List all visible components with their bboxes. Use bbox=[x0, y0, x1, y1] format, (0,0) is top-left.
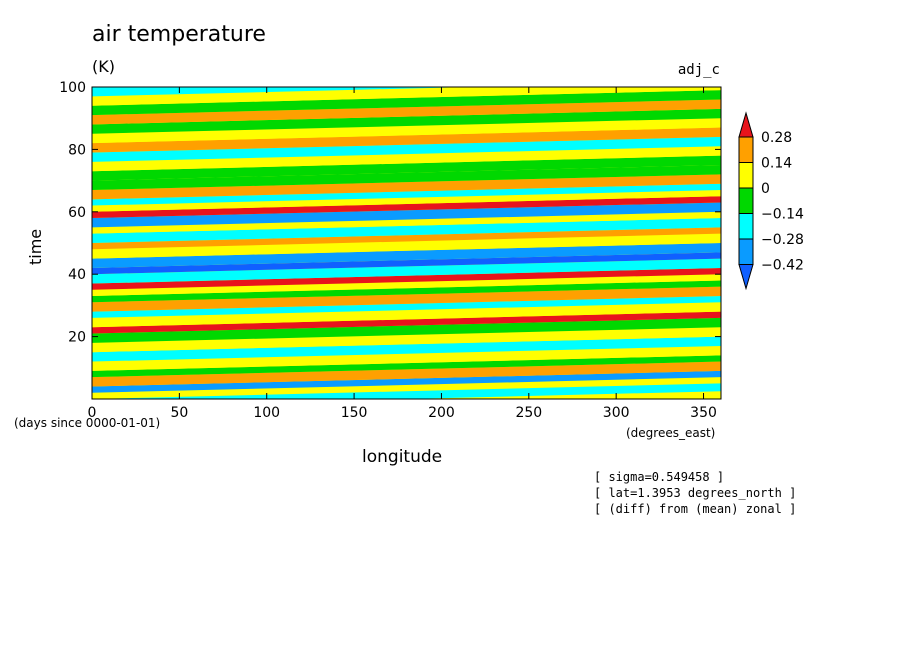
heatmap-band bbox=[92, 174, 721, 200]
plot-frame bbox=[91, 86, 722, 400]
note-diff: [ (diff) from (mean) zonal ] bbox=[594, 502, 797, 516]
heatmap-band bbox=[92, 311, 721, 334]
colorbar-swatch bbox=[738, 187, 754, 214]
heatmap-band bbox=[92, 108, 721, 134]
heatmap-band bbox=[92, 280, 721, 303]
heatmap-band bbox=[92, 327, 721, 353]
note-lat: [ lat=1.3953 degrees_north ] bbox=[594, 486, 797, 500]
heatmap-band bbox=[92, 202, 721, 228]
y-tick-label: 80 bbox=[68, 142, 86, 158]
heatmap-band bbox=[92, 189, 721, 212]
heatmap-band bbox=[92, 252, 721, 275]
heatmap-band bbox=[92, 383, 721, 399]
x-tick-label: 300 bbox=[603, 405, 630, 421]
heatmap-band bbox=[92, 87, 470, 97]
heatmap-band bbox=[92, 196, 721, 219]
heatmap-band bbox=[92, 243, 721, 268]
heatmap-band bbox=[92, 370, 721, 393]
colorbar-label: 0.28 bbox=[761, 130, 792, 146]
heatmap-band bbox=[92, 296, 721, 318]
colorbar-label: −0.14 bbox=[761, 207, 804, 223]
heatmap-band bbox=[92, 336, 721, 362]
heatmap-band bbox=[92, 355, 721, 378]
x-tick-label: 350 bbox=[690, 405, 717, 421]
chart-units: (K) bbox=[92, 57, 115, 76]
y-axis-units: (days since 0000-01-01) bbox=[14, 416, 161, 430]
x-axis-label: longitude bbox=[362, 447, 443, 467]
y-tick-label: 60 bbox=[68, 205, 86, 221]
x-tick-label: 150 bbox=[341, 405, 368, 421]
heatmap-band bbox=[92, 267, 721, 290]
heatmap-bands bbox=[92, 62, 721, 399]
heatmap-band bbox=[92, 317, 721, 343]
colorbar-label: 0.14 bbox=[761, 156, 792, 172]
y-tick-label: 100 bbox=[59, 80, 86, 96]
x-tick-label: 100 bbox=[253, 405, 280, 421]
colorbar-swatch bbox=[738, 136, 754, 163]
colorbar-swatch bbox=[738, 238, 754, 265]
heatmap-band bbox=[92, 87, 721, 106]
heatmap-band bbox=[92, 165, 721, 190]
colorbar-max-arrow bbox=[738, 111, 754, 138]
heatmap-band bbox=[92, 90, 721, 116]
heatmap-band bbox=[92, 127, 721, 153]
colorbar-label: 0 bbox=[761, 181, 770, 197]
heatmap-band bbox=[92, 218, 721, 243]
x-axis-units: (degrees_east) bbox=[626, 426, 716, 440]
heatmap-band bbox=[92, 286, 721, 312]
colorbar: 0.28 0.14 0 −0.14 −0.28 −0.42 bbox=[738, 111, 804, 291]
x-tick-label: 250 bbox=[515, 405, 542, 421]
axes: 0 50 100 150 200 250 300 350 20 40 60 80 100 bbox=[59, 80, 721, 421]
heatmap-band bbox=[92, 345, 721, 371]
colorbar-swatch bbox=[738, 213, 754, 240]
x-tick-label: 50 bbox=[170, 405, 188, 421]
heatmap-band bbox=[92, 155, 721, 181]
x-tick-label: 200 bbox=[428, 405, 455, 421]
heatmap-band bbox=[92, 233, 721, 259]
heatmap-band bbox=[92, 302, 721, 328]
heatmap-band bbox=[92, 136, 721, 162]
y-tick-label: 20 bbox=[68, 330, 86, 346]
heatmap-band bbox=[92, 258, 721, 284]
y-tick-label: 40 bbox=[68, 267, 86, 283]
colorbar-label: −0.42 bbox=[761, 258, 804, 274]
heatmap-band bbox=[92, 274, 721, 297]
heatmap-band bbox=[92, 99, 721, 125]
heatmap-band bbox=[92, 211, 721, 234]
heatmap-band bbox=[92, 62, 721, 87]
heatmap-band bbox=[92, 227, 721, 250]
chart-title: air temperature bbox=[92, 22, 266, 47]
heatmap-band bbox=[92, 118, 721, 144]
run-label: adj_c bbox=[677, 62, 720, 78]
colorbar-swatch bbox=[738, 162, 754, 189]
colorbar-min-arrow bbox=[738, 264, 754, 291]
note-sigma: [ sigma=0.549458 ] bbox=[594, 470, 725, 484]
heatmap-band bbox=[92, 183, 721, 206]
heatmap-band bbox=[92, 361, 721, 387]
heatmap-band bbox=[92, 146, 721, 172]
colorbar-label: −0.28 bbox=[761, 232, 804, 248]
heatmap-band bbox=[92, 377, 721, 399]
x-tick-label: 0 bbox=[88, 405, 97, 421]
